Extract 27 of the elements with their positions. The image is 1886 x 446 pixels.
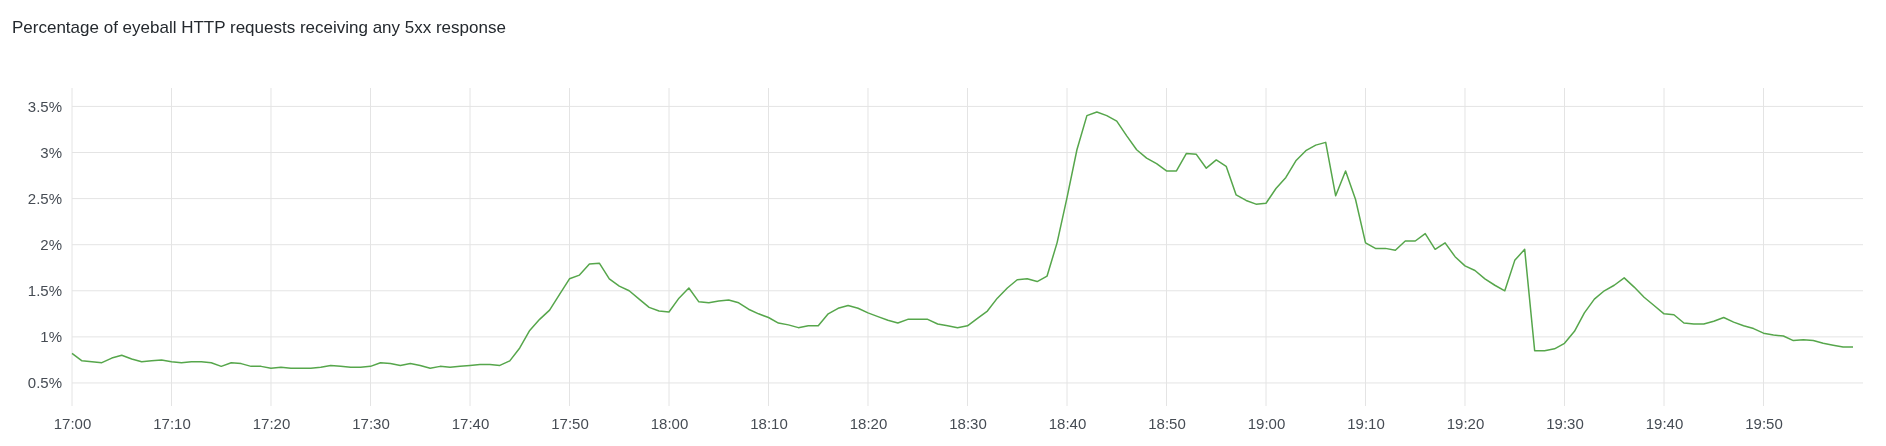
y-tick-label: 1.5% bbox=[27, 282, 62, 300]
y-tick-label: 1% bbox=[40, 328, 62, 346]
x-tick-label: 17:50 bbox=[551, 414, 589, 432]
x-tick-label: 17:40 bbox=[451, 414, 490, 432]
y-tick-label: 3% bbox=[40, 143, 62, 161]
x-tick-label: 19:40 bbox=[1645, 414, 1684, 432]
x-tick-label: 18:00 bbox=[650, 414, 689, 432]
y-tick-label: 2.5% bbox=[27, 189, 62, 207]
chart-title: Percentage of eyeball HTTP requests receiving any 5xx response bbox=[12, 18, 506, 37]
x-tick-label: 17:20 bbox=[252, 414, 291, 432]
x-tick-label: 18:50 bbox=[1148, 414, 1186, 432]
x-tick-label: 18:30 bbox=[949, 414, 987, 432]
x-tick-label: 19:00 bbox=[1247, 414, 1286, 432]
x-tick-label: 19:20 bbox=[1446, 414, 1485, 432]
x-tick-label: 18:20 bbox=[849, 414, 888, 432]
x-tick-label: 19:50 bbox=[1745, 414, 1783, 432]
x-tick-label: 17:10 bbox=[153, 414, 191, 432]
x-tick-label: 19:30 bbox=[1546, 414, 1584, 432]
y-tick-label: 3.5% bbox=[27, 97, 62, 115]
x-tick-label: 18:40 bbox=[1048, 414, 1087, 432]
y-tick-label: 0.5% bbox=[27, 374, 62, 392]
x-tick-label: 19:10 bbox=[1347, 414, 1385, 432]
y-tick-label: 2% bbox=[40, 236, 62, 253]
x-tick-label: 17:30 bbox=[352, 414, 390, 432]
line-series bbox=[71, 111, 1854, 369]
x-tick-label: 18:10 bbox=[750, 414, 788, 432]
x-tick-label: 17:00 bbox=[53, 414, 92, 432]
